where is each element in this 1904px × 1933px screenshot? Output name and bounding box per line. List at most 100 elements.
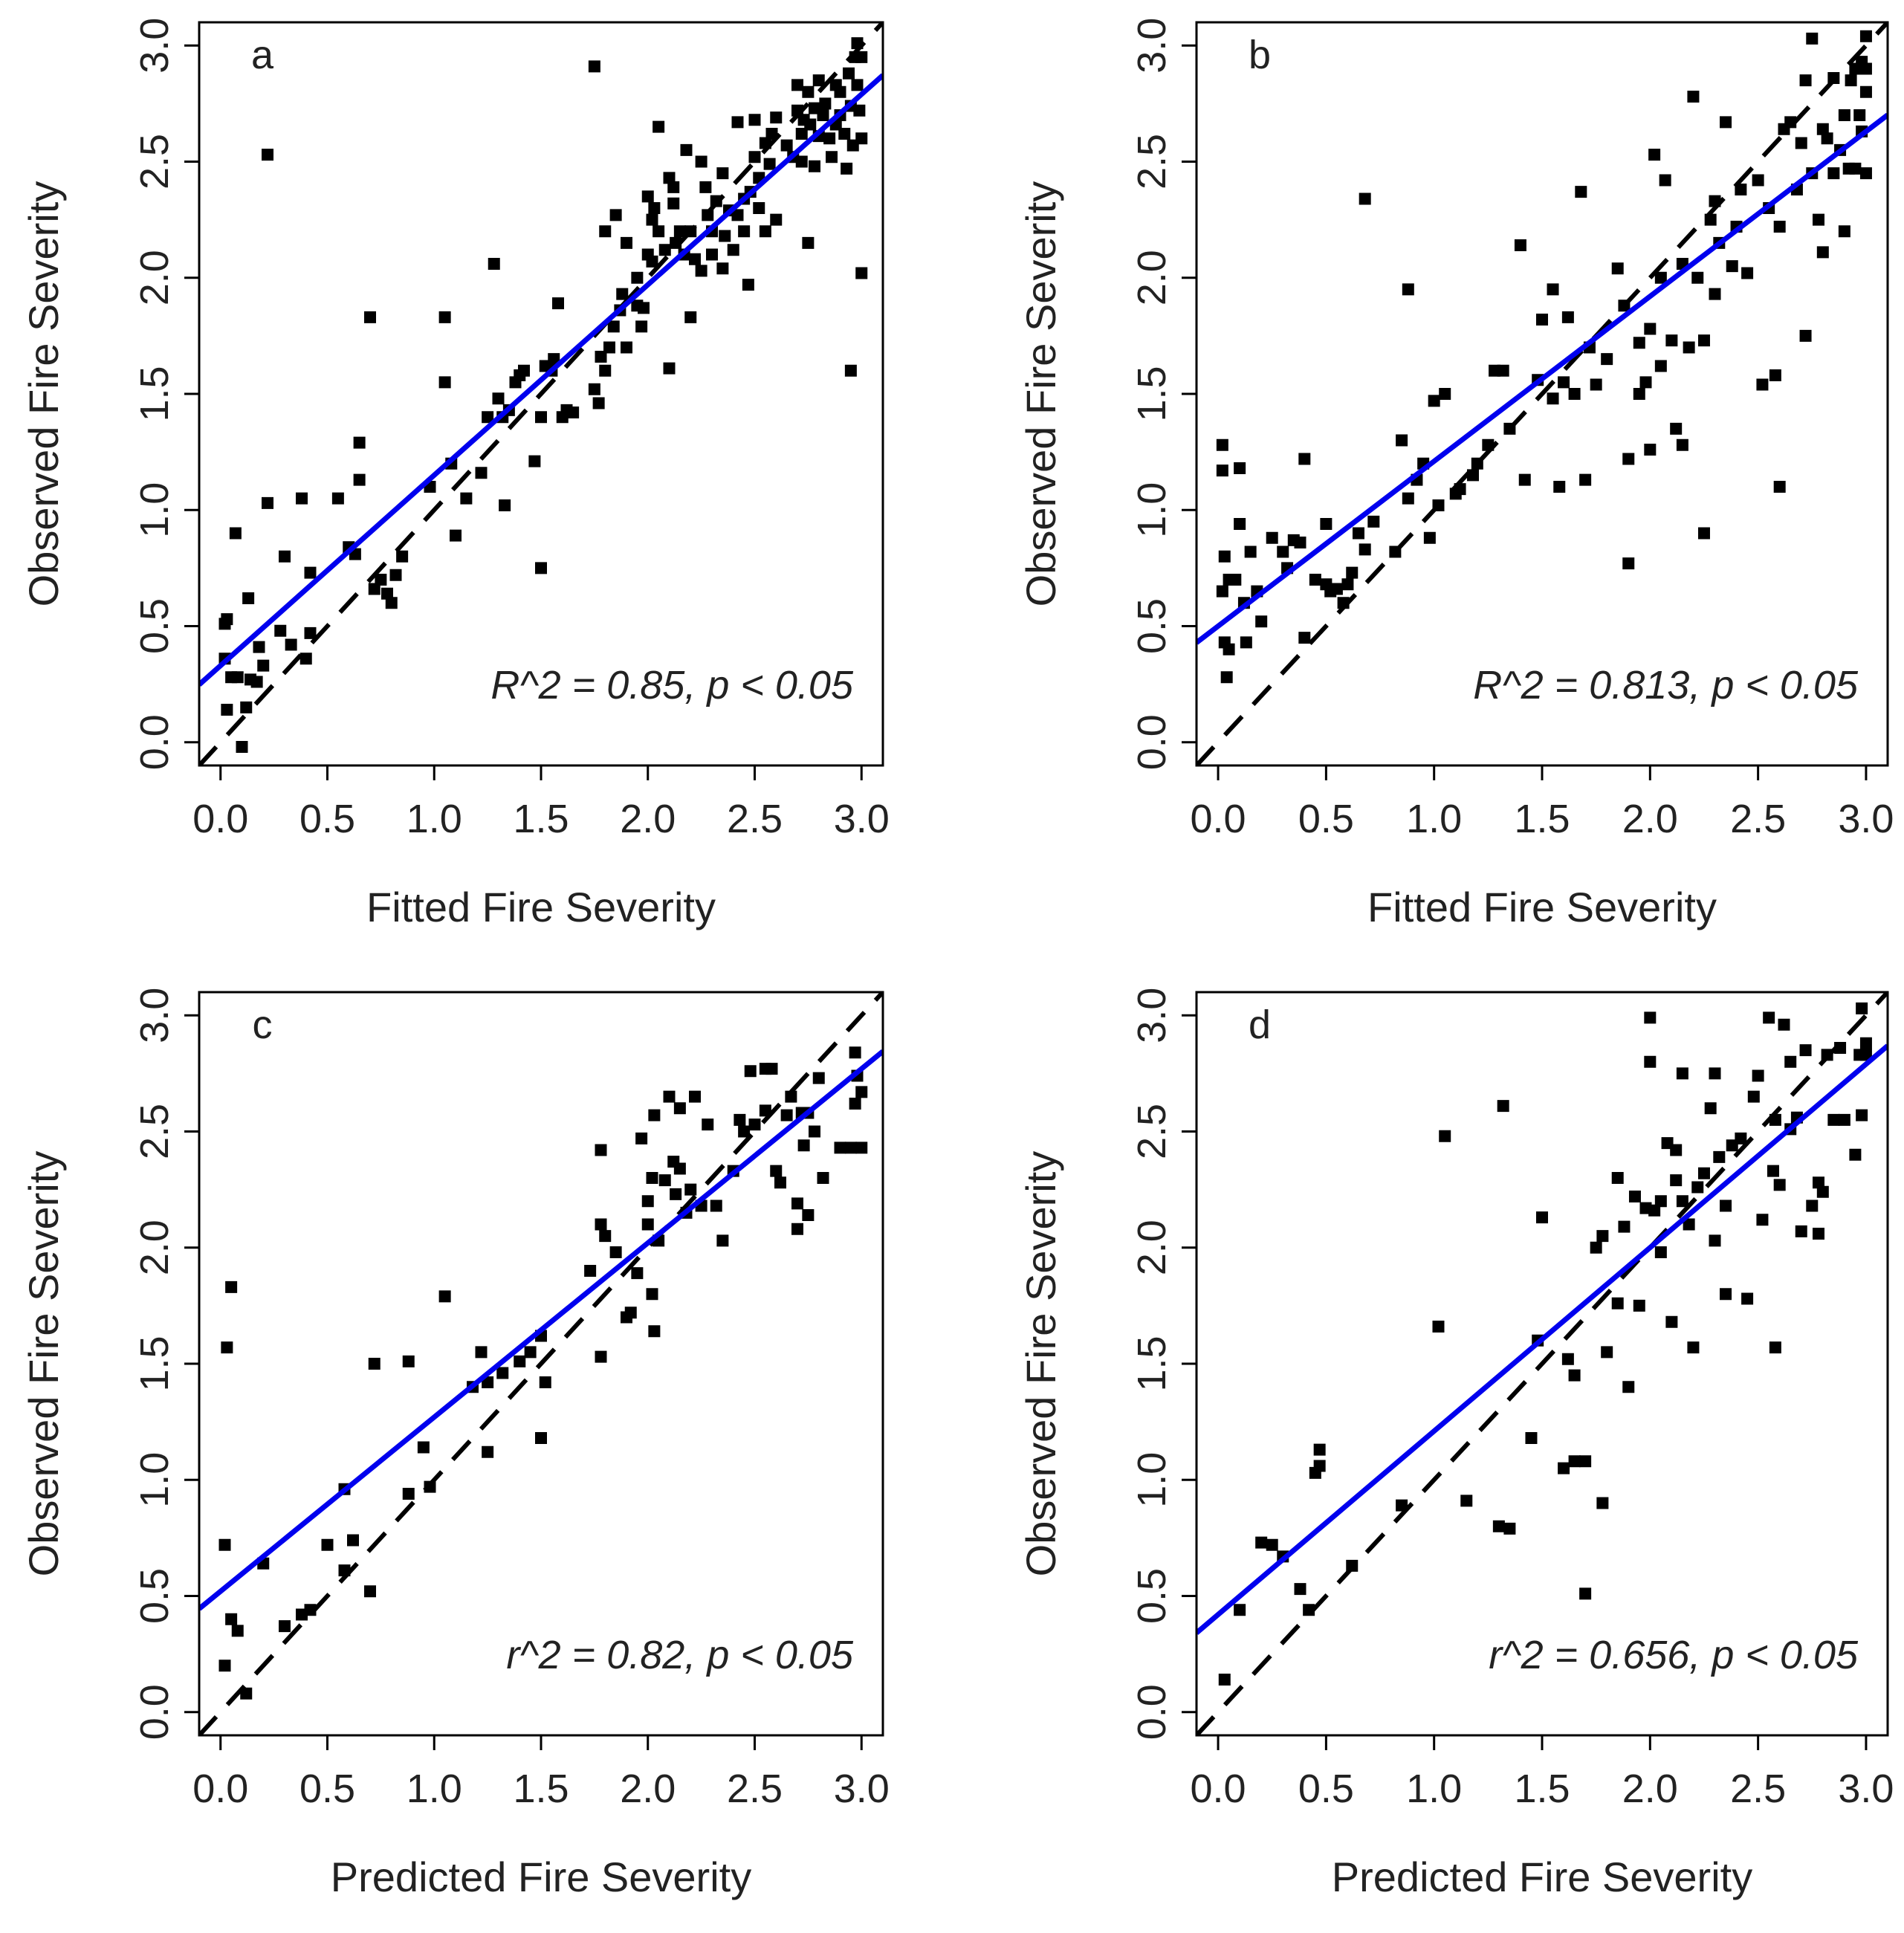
- data-point: [695, 155, 707, 168]
- data-point: [1266, 1538, 1278, 1551]
- x-axis-label: Fitted Fire Severity: [1367, 884, 1717, 930]
- data-point: [1590, 378, 1602, 391]
- data-point: [1234, 462, 1246, 474]
- data-point: [631, 271, 644, 284]
- data-point: [353, 473, 366, 486]
- data-point: [1579, 473, 1592, 486]
- data-point: [1856, 1002, 1868, 1014]
- data-point: [236, 741, 248, 753]
- data-point: [250, 676, 263, 688]
- data-point: [663, 172, 676, 184]
- data-point: [765, 1063, 778, 1075]
- data-point: [257, 659, 270, 672]
- panel-c: 0.0 0.0 0.5 0.5 1.0 1.0 1.5 1.5 2.0 2.0 2.5 2.5 3.0 3…: [20, 988, 890, 1900]
- x-tick-label: 0.0: [1191, 797, 1246, 841]
- data-point: [1659, 174, 1671, 187]
- data-point: [1795, 1225, 1807, 1237]
- data-point: [1622, 557, 1635, 570]
- data-point: [1454, 483, 1466, 496]
- data-point: [402, 1488, 415, 1500]
- data-point: [844, 364, 857, 377]
- data-point: [548, 353, 560, 366]
- data-point: [702, 209, 714, 221]
- data-point: [1396, 434, 1408, 447]
- data-point: [1396, 1499, 1408, 1512]
- data-point: [748, 1118, 761, 1131]
- data-point: [1622, 1381, 1635, 1393]
- panel-letter: c: [253, 1003, 273, 1047]
- x-axis-label: Predicted Fire Severity: [1332, 1853, 1752, 1900]
- data-point: [599, 364, 612, 377]
- data-point: [368, 1358, 381, 1370]
- data-point: [812, 74, 825, 87]
- x-tick-label: 2.0: [620, 1767, 676, 1811]
- data-point: [1773, 1179, 1786, 1191]
- data-point: [673, 225, 686, 238]
- data-point: [1558, 376, 1570, 389]
- data-point: [1579, 1587, 1592, 1600]
- x-tick-label: 2.5: [1730, 797, 1786, 841]
- data-point: [1859, 1037, 1872, 1049]
- data-point: [1628, 1191, 1641, 1202]
- data-point: [638, 302, 650, 314]
- x-tick-label: 0.0: [1191, 1767, 1246, 1811]
- data-point: [1298, 632, 1311, 644]
- data-point: [834, 1142, 846, 1154]
- x-axis-label: Fitted Fire Severity: [366, 884, 716, 930]
- data-point: [646, 1288, 658, 1301]
- data-point: [450, 529, 462, 542]
- data-point: [1709, 195, 1721, 207]
- data-point: [1816, 1185, 1829, 1198]
- data-point: [641, 190, 654, 203]
- x-tick-label: 3.0: [834, 1767, 890, 1811]
- data-point: [253, 641, 265, 653]
- data-point: [658, 244, 671, 256]
- y-tick-label: 0.5: [132, 598, 177, 654]
- data-point: [1654, 271, 1667, 284]
- data-point: [1320, 518, 1333, 530]
- data-point: [1769, 1113, 1781, 1126]
- data-point: [285, 638, 297, 651]
- data-point: [621, 341, 632, 354]
- data-point: [759, 225, 771, 238]
- x-tick-label: 1.5: [513, 1767, 569, 1811]
- data-point: [1536, 1211, 1548, 1224]
- data-point: [1752, 1069, 1764, 1082]
- data-point: [667, 181, 680, 193]
- data-point: [603, 341, 615, 354]
- data-point: [588, 60, 600, 73]
- data-point: [1773, 481, 1786, 493]
- data-point: [667, 197, 680, 210]
- data-point: [1346, 1559, 1359, 1572]
- data-point: [780, 139, 793, 152]
- data-point: [229, 527, 242, 540]
- data-point: [817, 109, 829, 121]
- data-point: [1497, 1100, 1509, 1113]
- data-point: [1654, 1246, 1667, 1258]
- data-point: [1741, 267, 1754, 279]
- data-point: [1553, 481, 1566, 493]
- data-point: [670, 236, 682, 249]
- data-point: [1769, 1341, 1781, 1354]
- data-point: [1633, 1299, 1645, 1312]
- x-tick-label: 3.0: [834, 797, 890, 841]
- data-point: [849, 1098, 861, 1110]
- data-point: [1601, 1346, 1613, 1359]
- data-point: [1856, 1109, 1868, 1121]
- data-point: [1313, 1460, 1326, 1472]
- data-point: [738, 1125, 751, 1138]
- data-point: [1816, 123, 1829, 135]
- y-tick-label: 0.5: [1130, 1568, 1174, 1624]
- data-point: [1821, 132, 1833, 145]
- data-point: [1747, 1090, 1760, 1103]
- data-point: [599, 1230, 612, 1243]
- data-point: [595, 351, 607, 363]
- data-point: [1720, 1288, 1732, 1301]
- data-point: [499, 499, 511, 511]
- data-point: [774, 1176, 786, 1189]
- y-tick-label: 3.0: [132, 18, 177, 74]
- data-point: [1266, 531, 1278, 544]
- data-point: [1633, 337, 1645, 349]
- x-tick-label: 0.0: [192, 797, 248, 841]
- data-point: [1303, 1604, 1315, 1616]
